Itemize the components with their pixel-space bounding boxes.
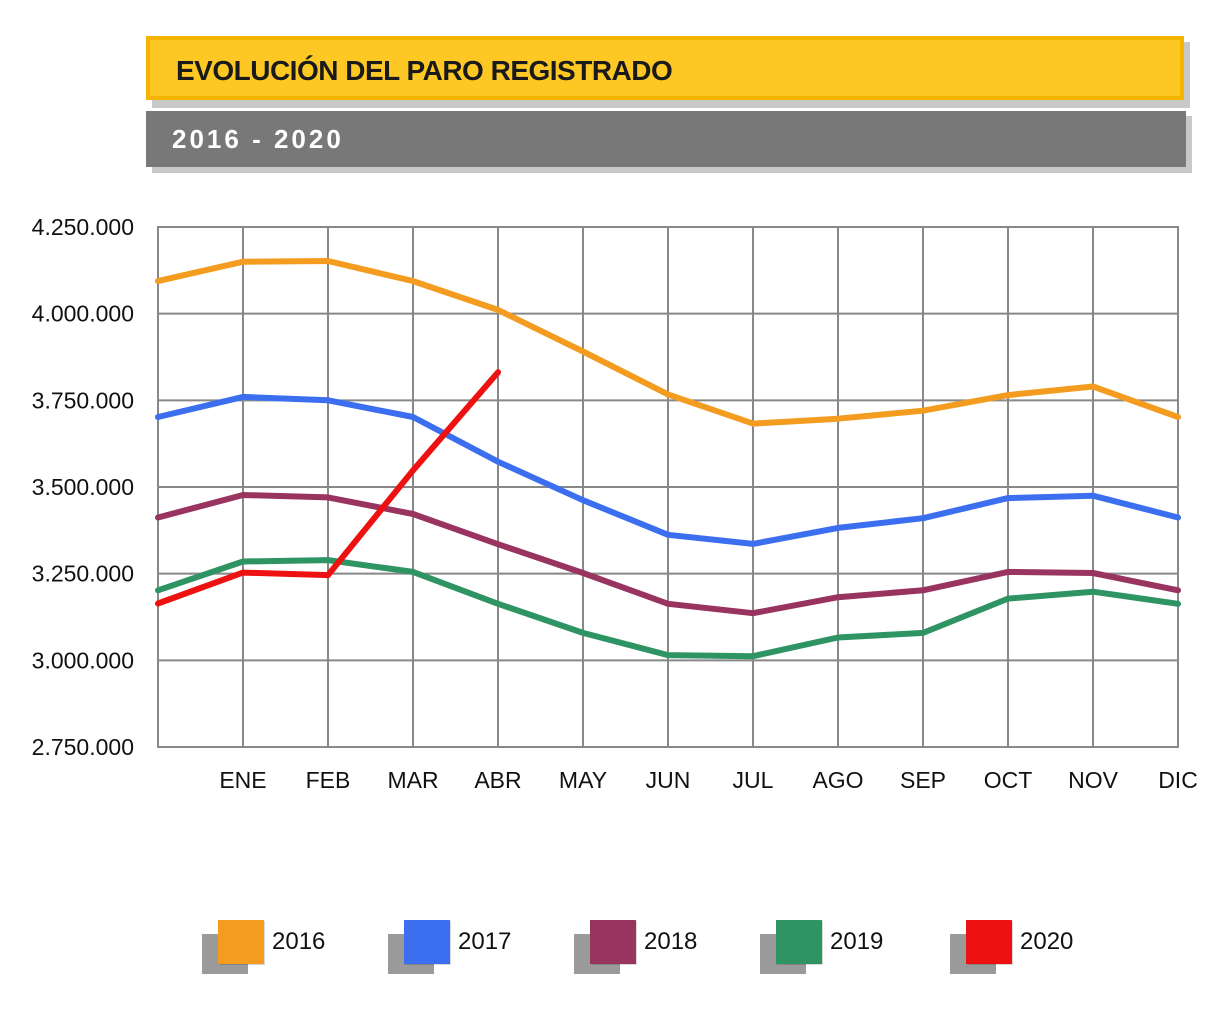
x-tick-label: MAY <box>559 767 607 793</box>
x-tick-label: AGO <box>812 767 863 793</box>
legend-label-2019: 2019 <box>830 928 884 955</box>
legend-swatch-2017 <box>404 920 450 964</box>
series-line-2018 <box>155 492 1181 617</box>
x-tick-label: JUN <box>646 767 691 793</box>
y-tick-label: 3.500.000 <box>32 474 134 500</box>
legend-swatch-2020 <box>966 920 1012 964</box>
x-tick-label: DIC <box>1158 767 1198 793</box>
legend-label-2018: 2018 <box>644 928 698 955</box>
y-tick-label: 3.750.000 <box>32 387 134 413</box>
series-line-2020 <box>155 369 501 607</box>
title-banner: EVOLUCIÓN DEL PARO REGISTRADO <box>146 36 1184 100</box>
grid <box>157 226 1179 748</box>
x-tick-label: OCT <box>984 767 1033 793</box>
y-tick-label: 2.750.000 <box>32 734 134 760</box>
chart-subtitle: 2016 - 2020 <box>172 124 344 154</box>
y-tick-label: 4.000.000 <box>32 301 134 327</box>
x-tick-label: ENE <box>219 767 266 793</box>
legend-swatch-2016 <box>218 920 264 964</box>
y-tick-label: 4.250.000 <box>32 214 134 240</box>
x-tick-label: NOV <box>1068 767 1119 793</box>
legend-label-2020: 2020 <box>1020 928 1074 955</box>
x-tick-label: FEB <box>306 767 351 793</box>
series-line-2016 <box>155 258 1181 427</box>
series-lines <box>155 258 1181 660</box>
series-line-2017 <box>155 393 1181 547</box>
x-tick-label: JUL <box>733 767 774 793</box>
legend: 2016 2017 2018 2019 2020 <box>0 918 1225 988</box>
y-axis-ticks: 2.750.000 3.000.000 3.250.000 3.500.000 3.75… <box>32 214 134 760</box>
x-tick-label: SEP <box>900 767 946 793</box>
y-tick-label: 3.250.000 <box>32 561 134 587</box>
x-axis-ticks: ENE FEB MAR ABR MAY JUN JUL AGO SEP OCT NOV DIC <box>219 767 1197 793</box>
x-tick-label: ABR <box>474 767 521 793</box>
legend-swatch-2018 <box>590 920 636 964</box>
x-tick-label: MAR <box>387 767 438 793</box>
subtitle-banner: 2016 - 2020 <box>146 111 1186 167</box>
legend-swatch-2019 <box>776 920 822 964</box>
legend-label-2016: 2016 <box>272 928 326 955</box>
y-tick-label: 3.000.000 <box>32 647 134 673</box>
series-line-2019 <box>155 557 1181 660</box>
chart-title: EVOLUCIÓN DEL PARO REGISTRADO <box>176 55 673 86</box>
legend-label-2017: 2017 <box>458 928 512 955</box>
